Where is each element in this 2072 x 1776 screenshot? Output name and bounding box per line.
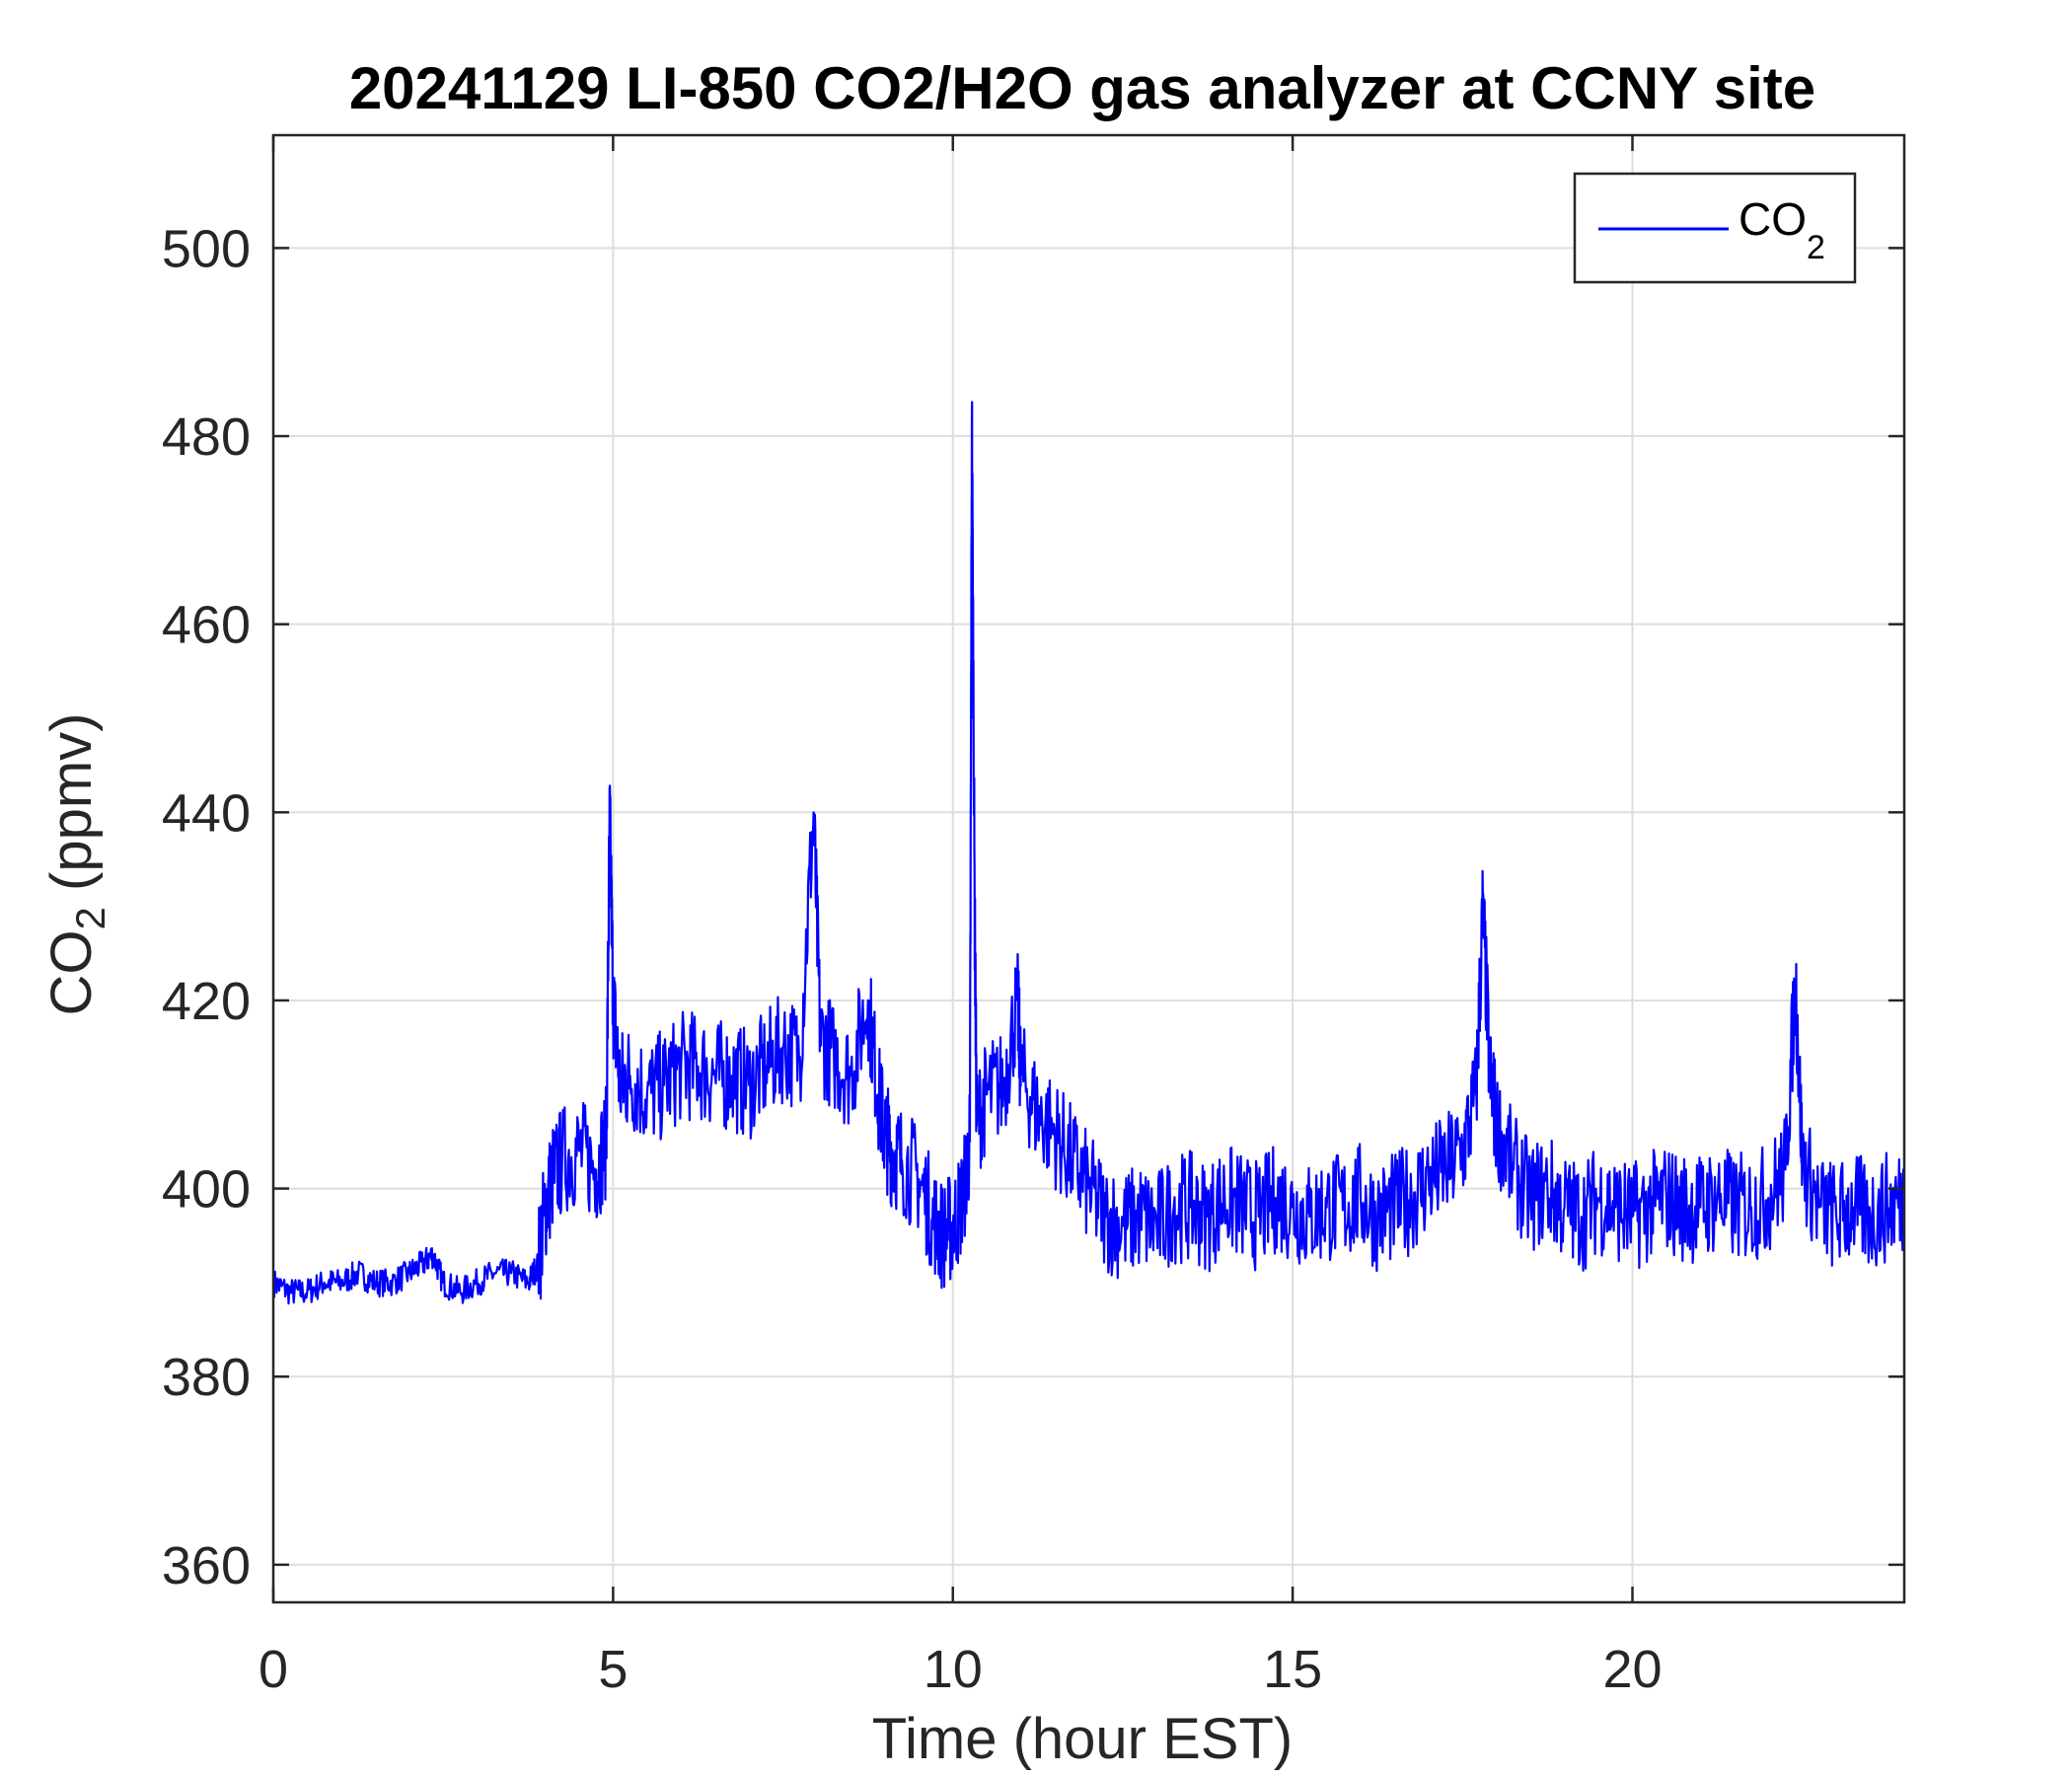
y-tick-label-6: 480 [162, 407, 251, 467]
x-tick-label-0: 0 [259, 1640, 288, 1699]
x-tick-label-3: 15 [1263, 1640, 1322, 1699]
y-tick-label-0: 360 [162, 1536, 251, 1595]
x-tick-label-4: 20 [1602, 1640, 1662, 1699]
plot-area: 0 5 10 15 20 360 380 400 420 440 460 480 500 [162, 133, 1906, 1699]
axes-frame [271, 133, 1906, 1604]
legend-co2-label: CO2 [1739, 193, 1825, 266]
chart-title: 20241129 LI-850 CO2/H2O gas analyzer at … [349, 55, 1815, 121]
x-tick-label-1: 5 [598, 1640, 628, 1699]
legend: CO2 [1573, 172, 1857, 284]
y-tick-label-1: 380 [162, 1348, 251, 1407]
y-axis-label: CO2 (ppmv) [39, 713, 113, 1016]
legend-label-subscript: 2 [1807, 229, 1825, 266]
x-tick-label-2: 10 [924, 1640, 983, 1699]
y-tick-label-5: 460 [162, 596, 251, 655]
y-tick-label-4: 440 [162, 783, 251, 843]
y-axis-label-suffix: (ppmv) [39, 713, 104, 908]
y-axis-label-subscript: 2 [67, 907, 113, 929]
legend-label-main: CO [1739, 193, 1807, 245]
y-axis-label-main: CO [39, 929, 104, 1015]
y-tick-label-7: 500 [162, 219, 251, 278]
series-co2-line [271, 401, 1906, 1305]
y-tick-label-3: 420 [162, 972, 251, 1031]
x-axis-label: Time (hour EST) [872, 1707, 1293, 1771]
y-tick-label-2: 400 [162, 1160, 251, 1220]
